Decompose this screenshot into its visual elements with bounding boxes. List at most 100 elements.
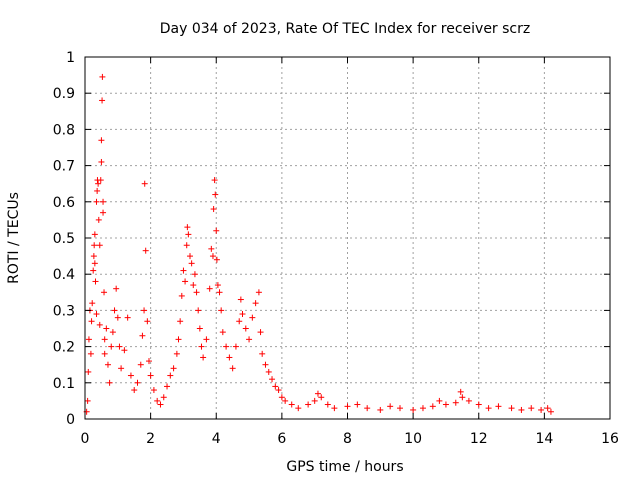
data-point [175,336,182,343]
x-tick-label: 10 [404,431,422,447]
data-point [91,231,98,238]
data-point [121,347,128,354]
data-point [236,318,243,325]
data-point [508,405,515,412]
data-point [93,311,100,318]
y-tick-label: 0.1 [53,376,75,392]
data-point [99,73,106,80]
y-tick-label: 0.5 [53,231,75,247]
data-point [167,372,174,379]
data-point [331,405,338,412]
data-point [226,354,233,361]
data-point [318,394,325,401]
data-point [387,403,394,410]
data-point [528,405,535,412]
x-tick-label: 16 [601,431,619,447]
data-point [252,300,259,307]
data-point [98,158,105,165]
data-point [265,368,272,375]
data-point [99,97,106,104]
data-point [98,137,105,144]
data-point [183,242,190,249]
data-point [187,253,193,260]
grid-layer [85,57,610,419]
data-point [210,206,217,213]
data-point [145,358,152,365]
data-point [97,177,104,184]
y-tick-label: 1 [66,50,75,66]
data-point [94,187,101,194]
data-point [154,397,161,404]
data-point [185,231,192,238]
y-tick-label: 0.3 [53,303,75,319]
data-point [216,289,223,296]
data-point [144,318,151,325]
y-tick-label: 0 [66,412,75,428]
data-point [101,336,108,343]
data-point [90,267,97,274]
data-point [100,198,107,205]
data-point [198,343,205,350]
data-point [269,376,276,383]
y-tick-label: 0.9 [53,86,75,102]
data-point [206,285,213,292]
data-point [344,403,351,410]
data-point [419,405,426,412]
data-point [109,329,116,336]
data-point [232,343,239,350]
data-point [137,361,144,368]
data-point [141,180,148,187]
data-point [108,343,115,350]
data-point [364,405,371,412]
data-point [255,289,262,296]
data-points [83,73,554,415]
data-point [295,405,302,412]
data-point [150,387,157,394]
data-point [134,379,141,386]
data-point [275,387,282,394]
data-point [157,401,164,408]
data-point [100,209,107,216]
data-point [459,394,466,401]
data-point [173,350,180,357]
data-point [178,292,185,299]
data-point [314,390,321,397]
data-point [88,318,95,325]
data-point [288,401,295,408]
data-point [139,332,146,339]
data-point [103,325,110,332]
data-point [377,406,384,413]
data-point [246,336,253,343]
data-point [195,307,202,314]
data-point [142,247,149,254]
y-tick-label: 0.7 [53,159,75,175]
data-point [397,405,403,412]
data-point [85,368,92,375]
data-point [311,397,318,404]
data-point [141,307,148,314]
data-point [91,242,98,249]
data-point [92,278,99,285]
data-point [180,267,187,274]
data-point [208,245,215,252]
data-point [127,372,134,379]
data-point [93,198,100,205]
data-point [465,397,472,404]
data-point [544,405,551,412]
data-point [218,307,225,314]
data-point [91,260,98,267]
data-point [95,216,102,223]
data-point [118,365,125,372]
data-point [114,314,121,321]
data-point [96,242,103,249]
x-tick-label: 2 [146,431,155,447]
data-point [475,401,482,408]
data-point [89,300,96,307]
data-point [282,397,289,404]
axis-ticks: 00.10.20.30.40.50.60.70.80.910 2 4 6 8 10 12 14… [53,50,619,447]
y-tick-label: 0.4 [53,267,75,283]
data-point [84,397,91,404]
data-point [436,397,443,404]
data-point [147,372,154,379]
